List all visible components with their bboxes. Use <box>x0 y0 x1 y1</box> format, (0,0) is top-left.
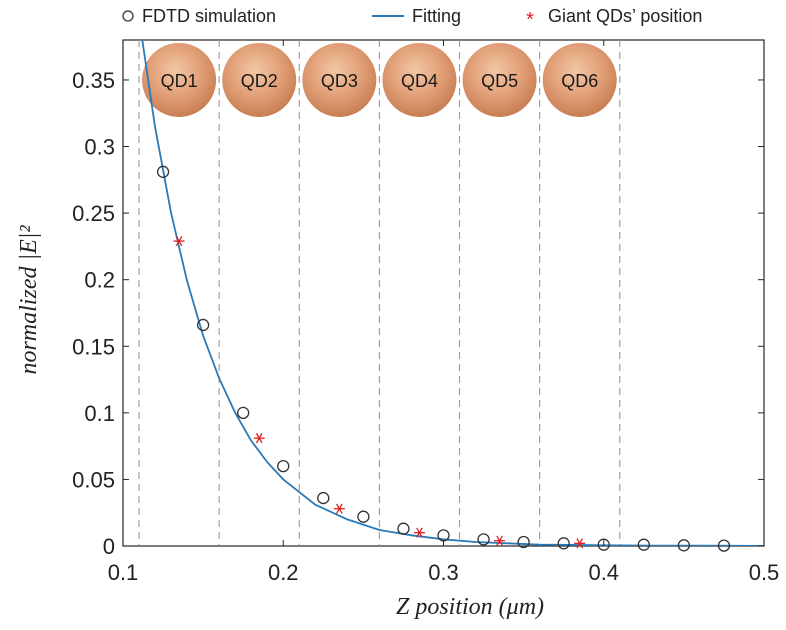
fdtd-point-13 <box>637 538 650 551</box>
fdtd-point-10 <box>517 535 530 549</box>
fdtd-point-1 <box>156 165 170 178</box>
qd-sphere-3 <box>302 42 377 117</box>
fdtd-point-15 <box>717 539 731 552</box>
qd-sphere-5 <box>462 42 537 117</box>
qd-position-point-5 <box>494 535 506 546</box>
fdtd-point-11 <box>557 537 570 550</box>
qd-position-point-6 <box>574 538 586 549</box>
y-tick-label-6: 0.25 <box>72 201 115 226</box>
qd-sphere-4 <box>382 42 457 117</box>
x-axis-ticks: 0.1 0.2 0.3 0.4 0.5 <box>108 40 780 585</box>
fdtd-point-14 <box>677 539 691 552</box>
qd-label-2: QD2 <box>241 71 278 91</box>
y-tick-label-5: 0.2 <box>84 268 115 293</box>
qd-position-point-1 <box>173 235 185 247</box>
legend-circle-marker <box>122 10 134 22</box>
y-tick-label-8: 0.35 <box>72 68 115 93</box>
y-tick-label-3: 0.1 <box>84 401 115 426</box>
legend-label-fdtd: FDTD simulation <box>142 6 276 26</box>
qd-position-point-4 <box>413 527 425 538</box>
qd-label-5: QD5 <box>481 71 518 91</box>
x-tick-label-3: 0.3 <box>428 560 459 585</box>
fdtd-point-4 <box>277 459 290 473</box>
x-tick-label-1: 0.1 <box>108 560 139 585</box>
qd-sphere-1 <box>142 42 217 117</box>
fdtd-point-9 <box>477 533 490 546</box>
qd-label-6: QD6 <box>561 71 598 91</box>
x-tick-label-5: 0.5 <box>749 560 780 585</box>
fdtd-point-2 <box>196 318 210 332</box>
x-tick-label-4: 0.4 <box>588 560 619 585</box>
qd-sphere-2 <box>222 42 297 117</box>
x-axis-label: Z position (μm) <box>396 594 544 620</box>
fdtd-point-6 <box>357 510 370 523</box>
qd-label-1: QD1 <box>161 71 198 91</box>
fitting-curve <box>141 40 764 546</box>
fdtd-point-5 <box>317 491 330 505</box>
legend-label-fitting: Fitting <box>412 6 461 26</box>
x-tick-label-2: 0.2 <box>268 560 299 585</box>
qd-label-3: QD3 <box>321 71 358 91</box>
qd-position-points <box>173 235 586 549</box>
fdtd-point-7 <box>397 522 410 535</box>
fitting-curve-group <box>141 40 764 546</box>
legend: FDTD simulation Fitting * Giant QDs’ pos… <box>122 6 702 31</box>
y-tick-label-2: 0.05 <box>72 467 115 492</box>
y-axis-ticks: 0 0.05 0.1 0.15 0.2 0.25 0.3 0.35 <box>72 68 764 559</box>
qd-sphere-6 <box>542 42 617 117</box>
fdtd-point-12 <box>597 538 610 551</box>
qd-position-point-3 <box>333 503 345 514</box>
qd-label-4: QD4 <box>401 71 438 91</box>
y-tick-label-1: 0 <box>103 534 115 559</box>
vertical-dashed-lines <box>138 40 621 546</box>
y-tick-label-7: 0.3 <box>84 135 115 160</box>
y-tick-label-4: 0.15 <box>72 334 115 359</box>
legend-label-qd-position: Giant QDs’ position <box>548 6 702 26</box>
qd-position-point-2 <box>253 433 265 444</box>
legend-asterisk-marker: * <box>526 9 534 31</box>
fdtd-point-3 <box>237 406 250 419</box>
quantum-dots: QD1 QD2 QD3 QD4 QD5 QD6 <box>142 42 617 117</box>
fdtd-points <box>156 165 731 552</box>
y-axis-label: normalized |E|² <box>16 225 42 375</box>
